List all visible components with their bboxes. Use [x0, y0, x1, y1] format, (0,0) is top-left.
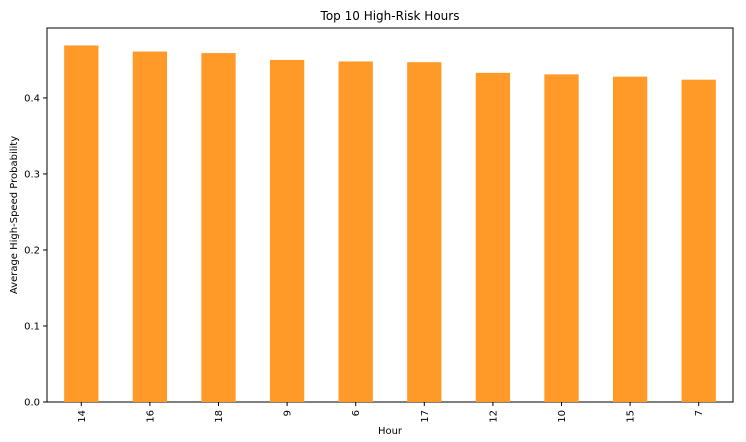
bar-hour-7 — [681, 79, 716, 403]
y-tick-label: 0.4 — [24, 93, 40, 104]
x-tick-label: 9 — [283, 410, 294, 416]
y-axis: 0.0 0.1 0.2 0.3 0.4 — [24, 93, 47, 409]
bar-hour-12 — [475, 72, 511, 402]
x-tick-label: 16 — [145, 410, 156, 423]
bar-hour-17 — [407, 62, 442, 403]
x-tick-label: 10 — [557, 410, 568, 423]
bar-hour-18 — [201, 53, 236, 403]
y-tick-label: 0.3 — [24, 169, 40, 180]
x-axis-label: Hour — [378, 426, 403, 437]
x-tick-label: 18 — [214, 410, 225, 423]
x-tick-label: 7 — [694, 410, 705, 416]
bars-group — [64, 45, 716, 403]
chart-title: Top 10 High-Risk Hours — [320, 9, 460, 23]
x-tick-label: 15 — [626, 410, 637, 423]
y-axis-label: Average High-Speed Probability — [9, 136, 20, 294]
bar-hour-14 — [64, 45, 99, 403]
y-tick-label: 0.1 — [24, 321, 40, 332]
x-tick-label: 14 — [77, 410, 88, 423]
bar-hour-6 — [338, 61, 373, 403]
y-tick-label: 0.0 — [24, 398, 40, 409]
x-tick-label: 17 — [420, 410, 431, 423]
bar-hour-16 — [132, 51, 168, 403]
plot-area — [46, 27, 734, 403]
bar-hour-9 — [269, 59, 305, 403]
x-axis: 14 16 18 9 6 17 12 10 15 7 — [77, 402, 705, 423]
y-tick-label: 0.2 — [24, 245, 40, 256]
bar-hour-10 — [544, 74, 579, 402]
x-tick-label: 6 — [351, 410, 362, 416]
x-tick-label: 12 — [488, 410, 499, 423]
bar-hour-15 — [612, 76, 648, 403]
